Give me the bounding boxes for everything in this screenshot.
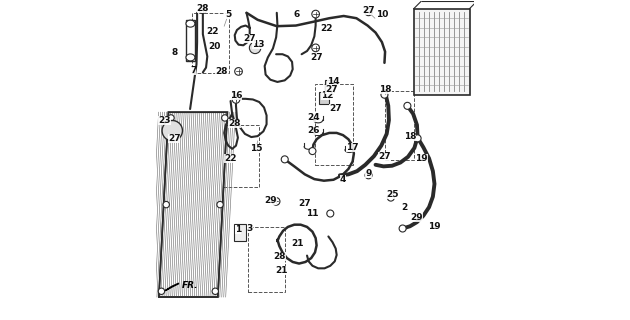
Circle shape [199, 6, 207, 13]
Circle shape [365, 8, 372, 16]
Text: 27: 27 [325, 85, 338, 94]
Text: 6: 6 [294, 10, 300, 19]
Text: 11: 11 [306, 209, 319, 218]
Text: 25: 25 [386, 190, 398, 199]
Text: 21: 21 [275, 266, 288, 276]
Text: 26: 26 [307, 126, 319, 135]
Text: 27: 27 [243, 34, 256, 43]
Polygon shape [165, 283, 179, 291]
Polygon shape [159, 112, 227, 297]
Text: 23: 23 [158, 116, 171, 125]
Circle shape [163, 201, 169, 208]
Circle shape [212, 288, 219, 294]
Text: 19: 19 [415, 154, 428, 163]
Circle shape [312, 44, 319, 52]
Text: 18: 18 [404, 132, 416, 140]
Text: 27: 27 [311, 53, 323, 62]
Text: 27: 27 [362, 6, 375, 15]
Text: 27: 27 [378, 152, 391, 161]
Circle shape [327, 210, 334, 217]
Text: 1: 1 [235, 225, 241, 234]
Bar [186, 20, 195, 61]
Circle shape [399, 225, 406, 232]
Circle shape [232, 96, 240, 103]
Text: 8: 8 [171, 48, 177, 57]
Circle shape [217, 201, 223, 208]
Circle shape [272, 197, 280, 205]
Text: 17: 17 [346, 143, 359, 152]
Bar [414, 9, 469, 95]
Bar [248, 227, 285, 292]
Ellipse shape [186, 20, 195, 27]
Text: 9: 9 [365, 169, 372, 178]
Text: 29: 29 [410, 213, 423, 222]
Circle shape [162, 121, 183, 141]
Text: 27: 27 [168, 134, 180, 143]
Circle shape [414, 135, 421, 142]
Bar [192, 13, 229, 73]
Text: 13: 13 [252, 40, 265, 49]
Text: 3: 3 [246, 224, 253, 233]
Bar [385, 92, 414, 160]
Circle shape [222, 115, 228, 121]
Text: 28: 28 [215, 67, 227, 76]
Text: FR.: FR. [182, 281, 198, 290]
Text: 10: 10 [376, 10, 389, 19]
Text: 24: 24 [307, 114, 319, 123]
Text: 4: 4 [340, 175, 347, 184]
Text: 20: 20 [209, 42, 221, 52]
Text: 2: 2 [402, 203, 408, 212]
Bar [222, 125, 259, 187]
Circle shape [168, 115, 174, 121]
Circle shape [235, 68, 243, 75]
Circle shape [365, 172, 372, 179]
Bar [319, 92, 329, 104]
Text: 21: 21 [291, 239, 304, 248]
Text: 28: 28 [229, 119, 241, 128]
Bar [315, 84, 353, 165]
Text: 15: 15 [250, 144, 262, 153]
Circle shape [281, 156, 289, 163]
Text: 7: 7 [190, 66, 197, 75]
Text: 19: 19 [428, 222, 441, 231]
Circle shape [309, 148, 316, 155]
Text: 12: 12 [321, 91, 334, 100]
Circle shape [387, 194, 394, 201]
Text: 5: 5 [225, 10, 231, 19]
Text: 28: 28 [273, 252, 285, 261]
Circle shape [381, 91, 388, 98]
Text: 28: 28 [197, 4, 209, 13]
Bar [234, 224, 246, 241]
Text: 16: 16 [230, 91, 242, 100]
Circle shape [312, 10, 319, 18]
Text: 18: 18 [379, 85, 392, 94]
Ellipse shape [186, 54, 195, 61]
Circle shape [249, 42, 261, 53]
Text: 29: 29 [265, 196, 277, 205]
Bar [324, 80, 334, 92]
Circle shape [404, 102, 411, 109]
Text: 22: 22 [206, 28, 219, 36]
Text: 22: 22 [320, 24, 333, 33]
Text: 27: 27 [299, 199, 311, 208]
Text: 27: 27 [329, 104, 342, 113]
Circle shape [158, 288, 164, 294]
Text: 14: 14 [327, 77, 340, 86]
Text: 22: 22 [224, 154, 237, 163]
